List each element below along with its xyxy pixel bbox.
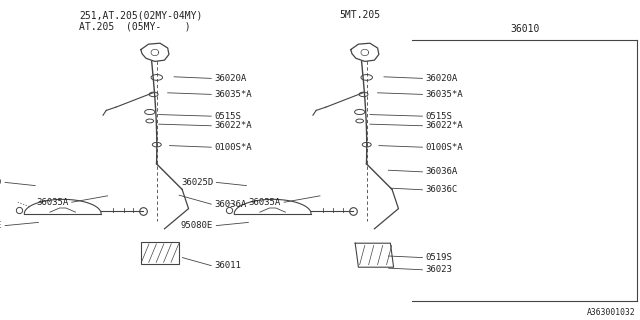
Text: AT.205  (05MY-    ): AT.205 (05MY- ): [79, 22, 190, 32]
Text: 36036C: 36036C: [426, 185, 458, 194]
Text: 5MT.205: 5MT.205: [339, 10, 380, 20]
Text: 36035A: 36035A: [249, 198, 281, 207]
Text: 36035*A: 36035*A: [426, 90, 463, 99]
Text: 36036A: 36036A: [214, 200, 246, 209]
Text: 36025D: 36025D: [181, 178, 213, 187]
Text: 36035A: 36035A: [36, 198, 68, 207]
Text: 36022*A: 36022*A: [214, 121, 252, 130]
Text: 36035*A: 36035*A: [214, 90, 252, 99]
Text: 0515S: 0515S: [426, 112, 452, 121]
Text: 36010: 36010: [510, 24, 540, 34]
Text: 36025D: 36025D: [0, 178, 2, 187]
Text: 36023: 36023: [426, 265, 452, 274]
Text: 251,AT.205(02MY-04MY): 251,AT.205(02MY-04MY): [79, 10, 202, 20]
Text: 0100S*A: 0100S*A: [426, 143, 463, 152]
Text: 0100S*A: 0100S*A: [214, 143, 252, 152]
Text: 95080E: 95080E: [0, 221, 2, 230]
Text: 36020A: 36020A: [426, 74, 458, 83]
Text: 0515S: 0515S: [214, 112, 241, 121]
Text: 36011: 36011: [214, 261, 241, 270]
Text: A363001032: A363001032: [587, 308, 636, 317]
Bar: [141, 242, 179, 264]
Text: 95080E: 95080E: [181, 221, 213, 230]
Text: 36020A: 36020A: [214, 74, 246, 83]
Text: 36036A: 36036A: [426, 167, 458, 176]
Text: 0519S: 0519S: [426, 253, 452, 262]
Text: 36022*A: 36022*A: [426, 121, 463, 130]
